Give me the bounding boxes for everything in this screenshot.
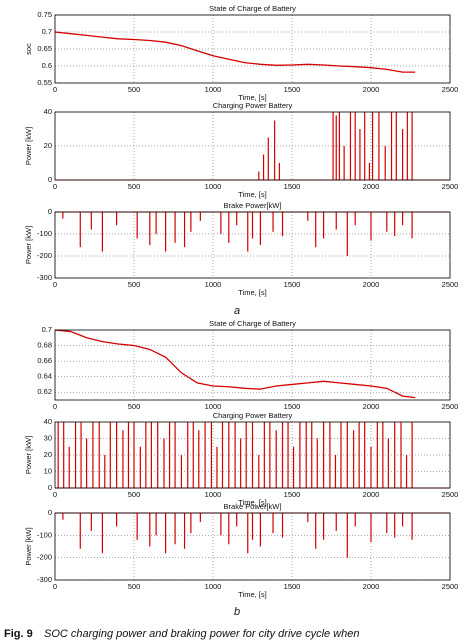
- x-tick-label: 2500: [442, 582, 459, 591]
- soc-line: [54, 329, 416, 399]
- chart-title: Charging Power Battery: [213, 411, 293, 420]
- x-tick-label: 0: [53, 490, 57, 499]
- plot-frame: [54, 512, 451, 581]
- x-tick-label: 2500: [442, 182, 459, 191]
- plot-frame: [54, 329, 451, 401]
- x-tick-label: 2000: [363, 402, 380, 411]
- x-tick-label: 1500: [284, 85, 301, 94]
- y-tick-label: -300: [37, 575, 52, 584]
- plot-frame: [54, 421, 451, 489]
- x-tick-label: 500: [128, 490, 141, 499]
- x-tick-label: 2000: [363, 582, 380, 591]
- y-tick-label: 0.66: [37, 356, 52, 365]
- y-tick-label: -100: [37, 530, 52, 539]
- x-tick-label: 0: [53, 182, 57, 191]
- x-tick-label: 500: [128, 85, 141, 94]
- soc-line: [54, 31, 416, 73]
- plot-frame: [54, 111, 451, 181]
- x-tick-label: 0: [53, 582, 57, 591]
- y-tick-label: -300: [37, 273, 52, 282]
- x-tick-label: 1000: [205, 490, 222, 499]
- x-tick-label: 1000: [205, 582, 222, 591]
- chart-title: Brake Power[kW]: [224, 502, 282, 511]
- x-tick-label: 1000: [205, 280, 222, 289]
- y-tick-label: 0.68: [37, 341, 52, 350]
- y-tick-label: -100: [37, 229, 52, 238]
- chart-title: Charging Power Battery: [213, 101, 293, 110]
- y-tick-label: 0.7: [42, 325, 52, 334]
- y-axis-label: Power [kW]: [24, 436, 33, 474]
- y-tick-label: 0.55: [37, 78, 52, 87]
- y-tick-label: 10: [44, 466, 52, 475]
- y-tick-label: 0.75: [37, 10, 52, 19]
- x-axis-label: Time, [s]: [238, 288, 266, 297]
- y-axis-label: Power [kW]: [24, 226, 33, 264]
- x-tick-label: 0: [53, 402, 57, 411]
- y-tick-label: 20: [44, 141, 52, 150]
- x-tick-label: 500: [128, 182, 141, 191]
- x-tick-label: 0: [53, 280, 57, 289]
- x-tick-label: 2500: [442, 85, 459, 94]
- y-tick-label: 0.7: [42, 27, 52, 36]
- x-tick-label: 500: [128, 280, 141, 289]
- x-tick-label: 1500: [284, 582, 301, 591]
- y-tick-label: 40: [44, 417, 52, 426]
- x-tick-label: 2000: [363, 182, 380, 191]
- chart-title: Brake Power[kW]: [224, 201, 282, 210]
- chart-title: State of Charge of Battery: [209, 4, 296, 13]
- x-tick-label: 2500: [442, 280, 459, 289]
- y-tick-label: 0.62: [37, 387, 52, 396]
- panel-label: a: [234, 305, 240, 317]
- y-tick-label: 40: [44, 107, 52, 116]
- y-tick-label: 0: [48, 207, 52, 216]
- y-tick-label: 0.6: [42, 61, 52, 70]
- y-tick-label: 30: [44, 433, 52, 442]
- x-tick-label: 1000: [205, 402, 222, 411]
- x-tick-label: 1500: [284, 182, 301, 191]
- x-tick-label: 2000: [363, 490, 380, 499]
- x-tick-label: 1500: [284, 402, 301, 411]
- x-axis-label: Time, [s]: [238, 498, 266, 507]
- y-tick-label: 20: [44, 450, 52, 459]
- y-tick-label: -200: [37, 251, 52, 260]
- x-tick-label: 2500: [442, 402, 459, 411]
- y-axis-label: soc: [24, 43, 33, 55]
- caption-label: Fig. 9: [4, 628, 33, 640]
- y-tick-label: 0.64: [37, 372, 52, 381]
- x-tick-label: 500: [128, 582, 141, 591]
- x-tick-label: 500: [128, 402, 141, 411]
- y-tick-label: 0: [48, 175, 52, 184]
- y-tick-label: 0: [48, 483, 52, 492]
- plot-frame: [54, 14, 451, 84]
- x-axis-label: Time, [s]: [238, 590, 266, 599]
- x-tick-label: 1500: [284, 490, 301, 499]
- x-tick-label: 1000: [205, 182, 222, 191]
- x-axis-label: Time, [s]: [238, 93, 266, 102]
- y-tick-label: 0.65: [37, 44, 52, 53]
- y-tick-label: 0: [48, 508, 52, 517]
- x-tick-label: 2500: [442, 490, 459, 499]
- x-tick-label: 1500: [284, 280, 301, 289]
- x-axis-label: Time, [s]: [238, 190, 266, 199]
- y-tick-label: -200: [37, 553, 52, 562]
- caption-text: SOC charging power and braking power for…: [44, 628, 359, 640]
- panel-label: b: [234, 606, 240, 618]
- x-tick-label: 2000: [363, 85, 380, 94]
- y-axis-label: Power [kW]: [24, 527, 33, 565]
- x-tick-label: 0: [53, 85, 57, 94]
- plot-frame: [54, 211, 451, 279]
- x-tick-label: 1000: [205, 85, 222, 94]
- x-tick-label: 2000: [363, 280, 380, 289]
- y-axis-label: Power [kW]: [24, 127, 33, 165]
- chart-title: State of Charge of Battery: [209, 319, 296, 328]
